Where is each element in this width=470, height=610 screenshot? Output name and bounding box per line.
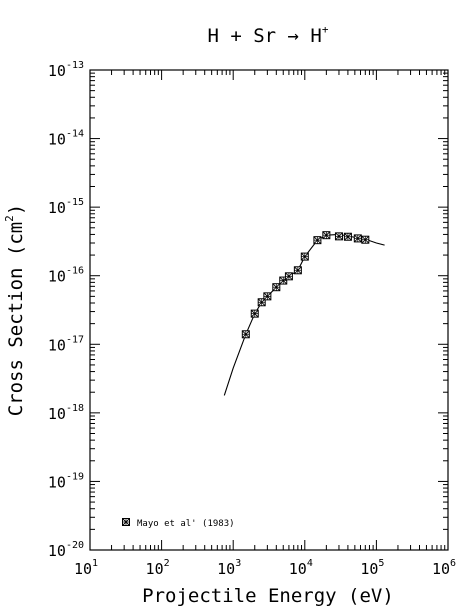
axis-ticks (89, 70, 448, 551)
data-point (300, 252, 309, 261)
y-tick-label: 10-20 (48, 540, 84, 560)
y-tick-label: 10-15 (48, 197, 84, 217)
x-tick-label: 103 (217, 558, 241, 578)
legend: Mayo et al' (1983) (122, 518, 235, 529)
data-point (293, 266, 302, 275)
tick-labels: 101 102 103 104 105 106 10-13 10-14 10-15 10-16 10… (48, 60, 456, 578)
x-tick-label: 105 (360, 558, 384, 578)
y-tick-label: 10-17 (48, 334, 84, 354)
data-point (334, 232, 343, 241)
data-point (272, 283, 281, 292)
data-point (263, 292, 272, 301)
legend-marker-icon (122, 518, 130, 526)
x-tick-label: 101 (74, 558, 98, 578)
x-tick-label: 104 (289, 558, 313, 578)
data-point (322, 231, 331, 240)
y-axis-label: Cross Section (cm2) (3, 204, 27, 417)
legend-marker (122, 518, 130, 526)
data-point (343, 232, 352, 241)
y-tick-label: 10-16 (48, 266, 84, 286)
x-tick-label: 102 (146, 558, 170, 578)
data-point (284, 272, 293, 281)
y-tick-label: 10-13 (48, 60, 84, 80)
data-point (353, 234, 362, 243)
legend-label: Mayo et al' (1983) (137, 519, 235, 529)
plot-area (89, 69, 449, 551)
x-axis-label: Projectile Energy (eV) (142, 585, 394, 607)
data-points-group (241, 231, 370, 339)
chart-title: H + Sr → H+ (207, 23, 328, 47)
y-tick-label: 10-19 (48, 471, 84, 491)
x-tick-label: 106 (432, 558, 456, 578)
data-point (313, 236, 322, 245)
y-tick-label: 10-18 (48, 403, 84, 423)
y-tick-label: 10-14 (48, 129, 84, 149)
data-point (361, 235, 370, 244)
plot-frame (89, 69, 449, 551)
data-point (241, 330, 250, 339)
data-point (250, 309, 259, 318)
